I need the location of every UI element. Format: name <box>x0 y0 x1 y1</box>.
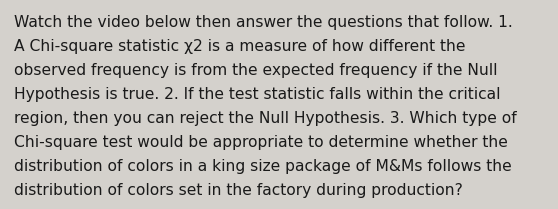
Text: region, then you can reject the Null Hypothesis. 3. Which type of: region, then you can reject the Null Hyp… <box>14 111 517 126</box>
Text: A Chi-square statistic χ2 is a measure of how different the: A Chi-square statistic χ2 is a measure o… <box>14 39 465 54</box>
Text: distribution of colors in a king size package of M&Ms follows the: distribution of colors in a king size pa… <box>14 159 512 174</box>
Text: observed frequency is from the expected frequency if the Null: observed frequency is from the expected … <box>14 63 497 78</box>
Text: Watch the video below then answer the questions that follow. 1.: Watch the video below then answer the qu… <box>14 15 513 30</box>
Text: distribution of colors set in the factory during production?: distribution of colors set in the factor… <box>14 183 463 198</box>
Text: Hypothesis is true. 2. If the test statistic falls within the critical: Hypothesis is true. 2. If the test stati… <box>14 87 501 102</box>
Text: Chi-square test would be appropriate to determine whether the: Chi-square test would be appropriate to … <box>14 135 508 150</box>
